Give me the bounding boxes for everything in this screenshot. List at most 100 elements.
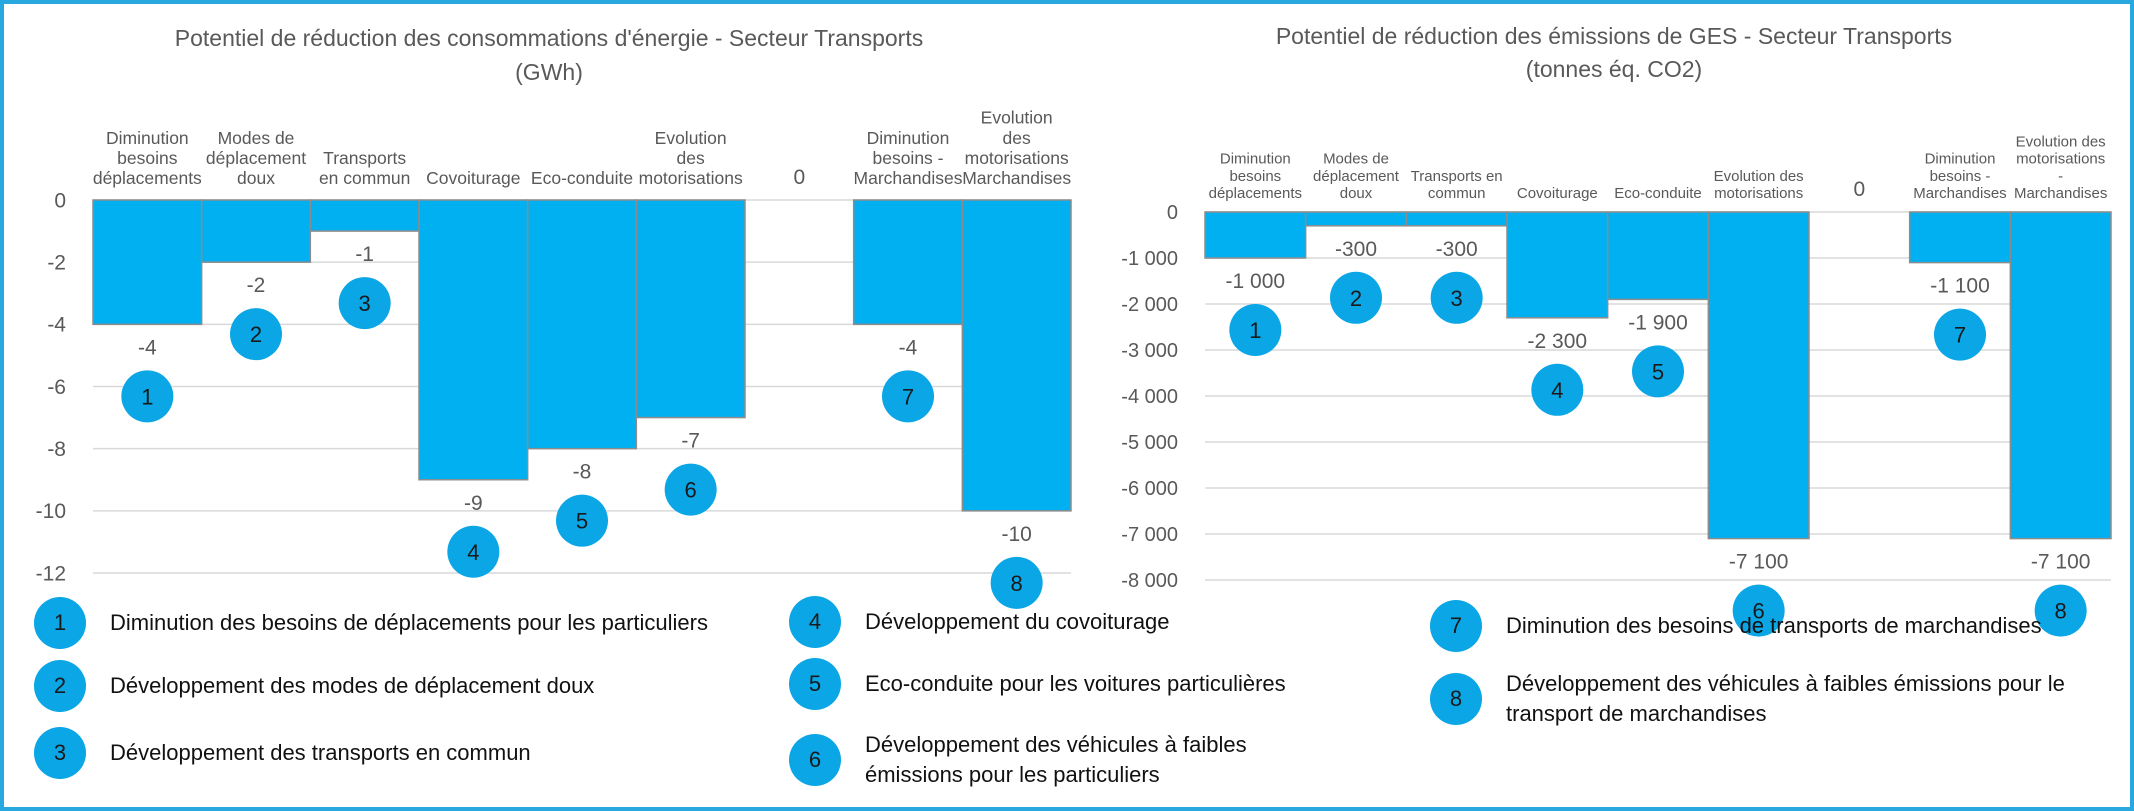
data-label: -4 bbox=[138, 336, 157, 359]
chart-subtitle: (GWh) bbox=[515, 59, 583, 85]
x-category-line: - bbox=[2058, 168, 2063, 185]
legend-item: 6 Développement des véhicules à faibles é… bbox=[789, 730, 1305, 790]
x-category-line: déplacement bbox=[206, 148, 306, 168]
legend-number: 6 bbox=[789, 734, 841, 786]
y-tick-label: -6 bbox=[47, 376, 66, 399]
x-category-line: motorisations bbox=[1714, 185, 1803, 202]
bar bbox=[309, 199, 420, 232]
badge bbox=[447, 525, 500, 578]
x-category-label: Diminution besoins -Marchandises bbox=[854, 128, 963, 188]
x-category-label: Diminution besoins déplacements bbox=[93, 128, 202, 188]
badge bbox=[990, 556, 1043, 609]
legend-text: Développement des modes de déplacement d… bbox=[110, 673, 595, 698]
x-category-label: Eco-conduite bbox=[531, 168, 633, 188]
x-category-line: Evolution bbox=[981, 108, 1053, 128]
x-category-line: Marchandises bbox=[1913, 185, 2006, 202]
y-tick-label: -2 bbox=[47, 252, 66, 275]
legend-number: 1 bbox=[34, 597, 86, 649]
legend-number: 8 bbox=[1430, 673, 1482, 725]
badge bbox=[556, 494, 608, 547]
x-category-label: Diminution besoins -Marchandises bbox=[1913, 151, 2006, 203]
bar bbox=[961, 199, 1072, 512]
badge-number: 1 bbox=[141, 384, 153, 409]
x-category-line: doux bbox=[237, 168, 275, 188]
x-category-line: Modes de bbox=[218, 128, 295, 148]
data-label: -1 100 bbox=[1930, 275, 1990, 298]
y-tick-label: -10 bbox=[36, 500, 66, 523]
x-category-label: Evolution des motorisations bbox=[1714, 168, 1804, 202]
data-label: -300 bbox=[1335, 238, 1377, 261]
badge-number: 4 bbox=[467, 540, 479, 565]
data-label: -9 bbox=[464, 492, 483, 515]
x-category-line: Evolution des bbox=[1714, 168, 1804, 185]
bar bbox=[852, 199, 964, 326]
badge bbox=[1632, 345, 1684, 398]
bar bbox=[1908, 211, 2012, 264]
data-label: -300 bbox=[1436, 238, 1478, 261]
x-category-line: Covoiturage bbox=[1517, 185, 1598, 202]
y-tick-label: -8 bbox=[47, 438, 66, 461]
x-category-line: besoins - bbox=[872, 148, 943, 168]
x-category-line: Marchandises bbox=[2014, 185, 2107, 202]
y-tick-label: -4 000 bbox=[1121, 386, 1178, 408]
x-category-label: Eco-conduite bbox=[1614, 185, 1702, 202]
x-category-line: Evolution bbox=[655, 128, 727, 148]
x-category-label: Modes de déplacement doux bbox=[1313, 151, 1400, 203]
x-category-label: Evolution des motorisations Marchandises bbox=[962, 108, 1071, 188]
x-category-line: besoins bbox=[1229, 168, 1281, 185]
legend-item: 1 Diminution des besoins de déplacements … bbox=[34, 597, 708, 649]
badge bbox=[882, 370, 934, 423]
x-category-line: Diminution bbox=[867, 128, 950, 148]
y-tick-label: -3 000 bbox=[1121, 340, 1178, 362]
badge bbox=[338, 277, 391, 330]
badge-number: 5 bbox=[1652, 359, 1664, 384]
bar bbox=[635, 199, 746, 419]
bar bbox=[1204, 211, 1307, 259]
bar bbox=[1606, 211, 1710, 301]
chart-subtitle: (tonnes éq. CO2) bbox=[1526, 56, 1702, 82]
y-tick-label: -1 000 bbox=[1121, 248, 1178, 270]
x-category-line: Diminution bbox=[1220, 151, 1291, 168]
x-category-line: motorisations bbox=[2016, 151, 2105, 168]
y-tick-label: -2 000 bbox=[1121, 294, 1178, 316]
x-category-line: besoins - bbox=[1930, 168, 1991, 185]
x-category-line: Eco-conduite bbox=[531, 168, 633, 188]
badge bbox=[121, 370, 174, 423]
x-category-line: Eco-conduite bbox=[1614, 185, 1702, 202]
badge bbox=[230, 308, 282, 361]
badge-number: 5 bbox=[576, 509, 588, 534]
x-category-line: déplacement bbox=[1313, 168, 1400, 185]
legend-text: Développement des transports en commun bbox=[110, 740, 531, 765]
x-category-line: motorisations bbox=[965, 148, 1069, 168]
badge-number: 8 bbox=[1011, 571, 1023, 596]
bar bbox=[200, 199, 312, 263]
legend-text: Développement du covoiturage bbox=[865, 609, 1170, 634]
badge-number: 3 bbox=[1451, 286, 1463, 311]
badge-number: 2 bbox=[250, 322, 262, 347]
x-category-line: Marchandises bbox=[854, 168, 963, 188]
legend-number: 2 bbox=[34, 660, 86, 712]
x-category-line: Diminution bbox=[106, 128, 189, 148]
data-label: -8 bbox=[573, 461, 592, 484]
legend-item: 7 Diminution des besoins de transports de… bbox=[1430, 600, 2042, 652]
x-category-label: Covoiturage bbox=[426, 168, 520, 188]
data-label: -1 900 bbox=[1628, 311, 1688, 334]
x-category-line: déplacements bbox=[1209, 185, 1302, 202]
y-tick-label: -12 bbox=[36, 562, 66, 585]
badge bbox=[1330, 271, 1382, 324]
badge-number: 6 bbox=[685, 478, 697, 503]
badge-number: 8 bbox=[2055, 599, 2067, 624]
legend-item: 8 Développement des véhicules à faibles é… bbox=[1430, 669, 2106, 729]
badge bbox=[1732, 584, 1785, 637]
legend-item: 4 Développement du covoiturage bbox=[789, 596, 1170, 648]
badge bbox=[1531, 363, 1584, 416]
data-label: -10 bbox=[1001, 523, 1031, 546]
x-category-line: Transports en bbox=[1411, 168, 1503, 185]
x-category-line: Transports bbox=[323, 148, 406, 168]
badge bbox=[1430, 271, 1483, 324]
legend-text: Développement des véhicules à faibles ém… bbox=[865, 732, 1247, 787]
legend-text: Développement des véhicules à faibles ém… bbox=[1506, 671, 2065, 726]
data-label: -7 100 bbox=[1729, 551, 1789, 574]
badge bbox=[664, 463, 717, 516]
